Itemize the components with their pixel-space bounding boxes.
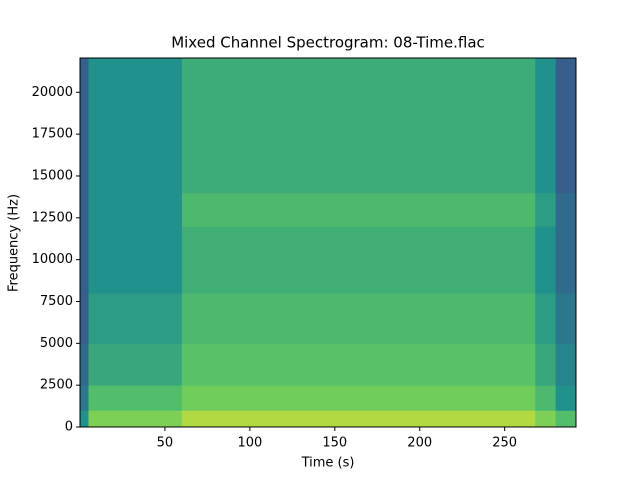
spectrogram-cell	[555, 58, 577, 194]
y-tick-label: 2500	[40, 378, 73, 393]
chart-title: Mixed Channel Spectrogram: 08-Time.flac	[171, 34, 485, 52]
spectrogram-cell	[80, 58, 89, 194]
spectrogram-cell	[88, 58, 183, 194]
spectrogram-cell	[80, 343, 89, 386]
spectrogram-cell	[535, 410, 557, 428]
spectrogram-cell	[535, 385, 557, 411]
spectrogram-cell	[80, 410, 89, 428]
y-tick-label: 0	[65, 420, 73, 435]
spectrogram-cell	[80, 293, 89, 344]
spectrogram-cell	[535, 192, 557, 227]
y-axis-label: Frequency (Hz)	[7, 194, 22, 292]
spectrogram-cell	[88, 293, 183, 344]
spectrogram-cell	[88, 385, 183, 411]
y-tick-label: 12500	[32, 210, 73, 225]
y-tick-label: 17500	[32, 127, 73, 142]
x-tick-label: 150	[322, 436, 347, 451]
spectrogram-cell	[555, 410, 577, 428]
spectrogram-cell	[181, 192, 536, 227]
spectrogram-cell	[555, 226, 577, 294]
spectrogram-cell	[88, 226, 183, 294]
spectrogram-cell	[535, 226, 557, 294]
spectrogram-cell	[535, 343, 557, 386]
x-tick-label: 100	[237, 436, 262, 451]
spectrogram-cell	[181, 293, 536, 344]
spectrogram-cell	[80, 385, 89, 411]
spectrogram-cell	[535, 58, 557, 194]
spectrogram-cell	[80, 192, 89, 227]
spectrogram-cell	[535, 293, 557, 344]
y-tick-label: 7500	[40, 294, 73, 309]
spectrogram-cell	[181, 226, 536, 294]
spectrogram-cell	[80, 226, 89, 294]
spectrogram-cell	[555, 343, 577, 386]
spectrogram-cell	[88, 343, 183, 386]
plot-frame	[79, 57, 577, 428]
spectrogram-cell	[88, 410, 183, 428]
y-tick-label: 5000	[40, 336, 73, 351]
x-tick-label: 50	[157, 436, 174, 451]
spectrogram-cell	[555, 385, 577, 411]
x-axis-label: Time (s)	[301, 456, 355, 471]
spectrogram-cell	[181, 385, 536, 411]
spectrogram-cell	[181, 410, 536, 428]
x-tick-label: 250	[492, 436, 517, 451]
spectrogram-cell	[88, 192, 183, 227]
spectrogram-cell	[181, 58, 536, 194]
spectrogram-cell	[555, 192, 577, 227]
y-tick-label: 20000	[32, 85, 73, 100]
x-tick-label: 200	[407, 436, 432, 451]
y-tick-label: 15000	[32, 168, 73, 183]
spectrogram-cell	[181, 343, 536, 386]
spectrogram-cell	[555, 293, 577, 344]
y-tick-label: 10000	[32, 252, 73, 267]
